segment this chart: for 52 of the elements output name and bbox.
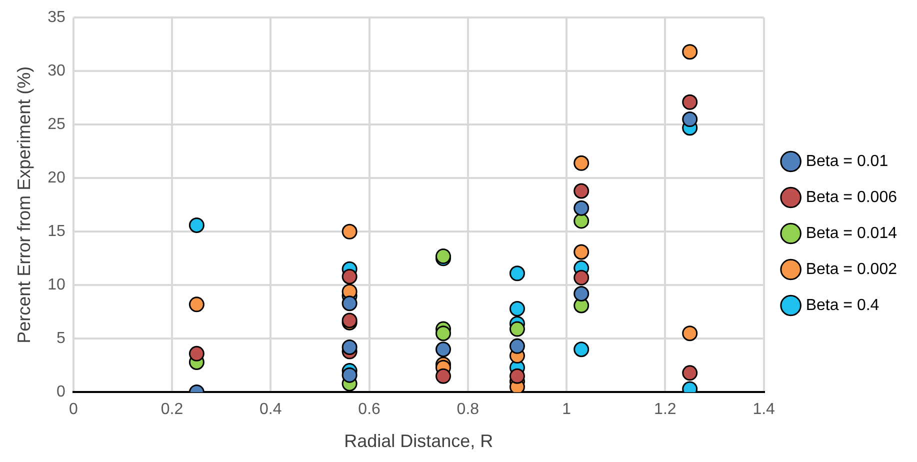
point bbox=[342, 224, 358, 240]
legend-label: Beta = 0.014 bbox=[806, 224, 898, 242]
legend-label: Beta = 0.01 bbox=[806, 152, 888, 170]
point bbox=[436, 342, 452, 358]
point bbox=[436, 326, 452, 342]
point bbox=[574, 213, 590, 229]
y-tick-label: 20 bbox=[48, 170, 66, 187]
point bbox=[574, 155, 590, 171]
x-tick-label: 0.2 bbox=[160, 401, 184, 418]
point bbox=[509, 300, 525, 316]
point bbox=[436, 368, 452, 384]
point bbox=[509, 338, 525, 354]
point bbox=[188, 346, 204, 362]
x-tick-label: 1 bbox=[562, 401, 572, 418]
y-axis-title: Percent Error from Experiment (%) bbox=[14, 66, 34, 344]
y-tick-label: 25 bbox=[48, 116, 66, 134]
point bbox=[342, 367, 358, 383]
y-tick-label: 10 bbox=[48, 276, 66, 294]
x-tick-label: 1.4 bbox=[752, 401, 776, 418]
point bbox=[188, 217, 204, 233]
point bbox=[574, 286, 590, 302]
point bbox=[342, 340, 358, 355]
point bbox=[682, 44, 698, 60]
x-tick-label: 0.6 bbox=[358, 401, 381, 418]
point bbox=[574, 270, 590, 286]
x-tick-label: 1.2 bbox=[654, 401, 676, 418]
y-tick-label: 0 bbox=[56, 384, 66, 401]
point bbox=[574, 200, 590, 216]
y-tick-label: 5 bbox=[56, 330, 66, 348]
point bbox=[682, 326, 698, 342]
point bbox=[682, 112, 698, 128]
y-tick-label: 15 bbox=[48, 223, 66, 240]
y-tick-label: 35 bbox=[48, 9, 66, 26]
x-tick-label: 0.8 bbox=[456, 401, 480, 418]
point bbox=[188, 296, 204, 312]
point bbox=[342, 296, 358, 312]
y-tick-label: 30 bbox=[48, 62, 66, 80]
x-tick-label: 0 bbox=[68, 401, 78, 418]
point bbox=[682, 365, 698, 381]
x-axis-title: Radial Distance, R bbox=[344, 431, 494, 452]
point bbox=[574, 342, 590, 358]
legend-label: Beta = 0.006 bbox=[806, 188, 898, 206]
legend-label: Beta = 0.002 bbox=[806, 260, 898, 278]
legend-label: Beta = 0.4 bbox=[806, 296, 880, 314]
point bbox=[509, 321, 525, 337]
point bbox=[342, 268, 358, 284]
x-tick-label: 0.4 bbox=[260, 401, 282, 418]
point bbox=[682, 94, 698, 110]
point bbox=[574, 183, 590, 199]
point bbox=[574, 244, 590, 260]
point bbox=[509, 368, 525, 384]
point bbox=[509, 266, 525, 282]
